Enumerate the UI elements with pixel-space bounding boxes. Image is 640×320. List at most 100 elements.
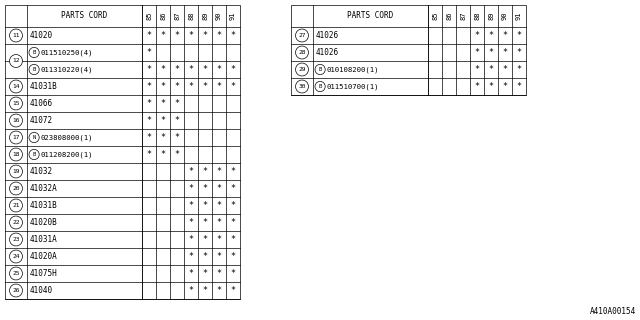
Text: 27: 27 xyxy=(298,33,306,38)
Text: 88: 88 xyxy=(474,12,480,20)
Text: *: * xyxy=(216,201,221,210)
Text: *: * xyxy=(202,82,207,91)
Text: *: * xyxy=(202,201,207,210)
Text: *: * xyxy=(175,65,179,74)
Text: *: * xyxy=(474,48,479,57)
Text: *: * xyxy=(230,82,236,91)
Text: *: * xyxy=(230,286,236,295)
Text: *: * xyxy=(502,31,508,40)
Circle shape xyxy=(296,29,308,42)
Text: 91: 91 xyxy=(516,12,522,20)
Text: *: * xyxy=(230,201,236,210)
Circle shape xyxy=(10,233,22,246)
Text: *: * xyxy=(202,235,207,244)
Text: *: * xyxy=(202,31,207,40)
Text: 011310220(4): 011310220(4) xyxy=(40,66,93,73)
Text: *: * xyxy=(502,48,508,57)
Text: 41032A: 41032A xyxy=(30,184,58,193)
Text: *: * xyxy=(189,184,193,193)
Text: *: * xyxy=(161,31,166,40)
Text: *: * xyxy=(161,82,166,91)
Text: *: * xyxy=(189,201,193,210)
Text: *: * xyxy=(230,269,236,278)
Text: 28: 28 xyxy=(298,50,306,55)
Text: *: * xyxy=(189,252,193,261)
Text: *: * xyxy=(202,218,207,227)
Text: 15: 15 xyxy=(12,101,20,106)
Text: *: * xyxy=(488,31,493,40)
Text: *: * xyxy=(488,48,493,57)
Circle shape xyxy=(296,46,308,59)
Text: 91: 91 xyxy=(230,12,236,20)
Text: *: * xyxy=(147,150,152,159)
Text: *: * xyxy=(516,65,522,74)
Text: 89: 89 xyxy=(488,12,494,20)
Circle shape xyxy=(10,131,22,144)
Text: *: * xyxy=(147,99,152,108)
Text: B: B xyxy=(319,67,322,72)
Text: *: * xyxy=(147,31,152,40)
Text: 41020A: 41020A xyxy=(30,252,58,261)
Text: *: * xyxy=(147,65,152,74)
Text: *: * xyxy=(189,82,193,91)
Circle shape xyxy=(10,182,22,195)
Circle shape xyxy=(10,284,22,297)
Circle shape xyxy=(10,250,22,263)
Text: *: * xyxy=(161,150,166,159)
Text: 17: 17 xyxy=(12,135,20,140)
Text: 24: 24 xyxy=(12,254,20,259)
Text: *: * xyxy=(216,184,221,193)
Text: *: * xyxy=(216,167,221,176)
Text: 41032: 41032 xyxy=(30,167,53,176)
Text: 010108200(1): 010108200(1) xyxy=(326,66,379,73)
Text: *: * xyxy=(216,65,221,74)
Text: 85: 85 xyxy=(146,12,152,20)
Text: *: * xyxy=(230,65,236,74)
Bar xyxy=(5,5,240,299)
Text: *: * xyxy=(516,82,522,91)
Text: *: * xyxy=(502,65,508,74)
Text: B: B xyxy=(33,67,36,72)
Text: *: * xyxy=(161,65,166,74)
Text: *: * xyxy=(230,235,236,244)
Text: PARTS CORD: PARTS CORD xyxy=(348,12,394,20)
Text: 22: 22 xyxy=(12,220,20,225)
Text: 11: 11 xyxy=(12,33,20,38)
Text: *: * xyxy=(502,82,508,91)
Text: *: * xyxy=(189,235,193,244)
Text: *: * xyxy=(161,116,166,125)
Text: *: * xyxy=(230,218,236,227)
Text: 88: 88 xyxy=(188,12,194,20)
Text: 41072: 41072 xyxy=(30,116,53,125)
Text: *: * xyxy=(202,167,207,176)
Text: 30: 30 xyxy=(298,84,306,89)
Text: B: B xyxy=(319,84,322,89)
Text: *: * xyxy=(216,252,221,261)
Text: B: B xyxy=(33,50,36,55)
Text: 14: 14 xyxy=(12,84,20,89)
Circle shape xyxy=(10,267,22,280)
Text: *: * xyxy=(202,252,207,261)
Text: *: * xyxy=(202,269,207,278)
Text: *: * xyxy=(516,31,522,40)
Text: 023808000(1): 023808000(1) xyxy=(40,134,93,141)
Text: B: B xyxy=(33,152,36,157)
Circle shape xyxy=(10,80,22,93)
Text: 87: 87 xyxy=(460,12,466,20)
Text: *: * xyxy=(230,252,236,261)
Text: *: * xyxy=(189,218,193,227)
Circle shape xyxy=(10,199,22,212)
Text: 12: 12 xyxy=(12,59,20,63)
Text: 41020: 41020 xyxy=(30,31,53,40)
Text: *: * xyxy=(161,133,166,142)
Text: *: * xyxy=(216,286,221,295)
Text: 26: 26 xyxy=(12,288,20,293)
Text: A410A00154: A410A00154 xyxy=(589,307,636,316)
Text: 19: 19 xyxy=(12,169,20,174)
Circle shape xyxy=(10,97,22,110)
Circle shape xyxy=(315,64,325,75)
Circle shape xyxy=(29,47,39,58)
Text: *: * xyxy=(202,286,207,295)
Text: *: * xyxy=(230,184,236,193)
Text: 89: 89 xyxy=(202,12,208,20)
